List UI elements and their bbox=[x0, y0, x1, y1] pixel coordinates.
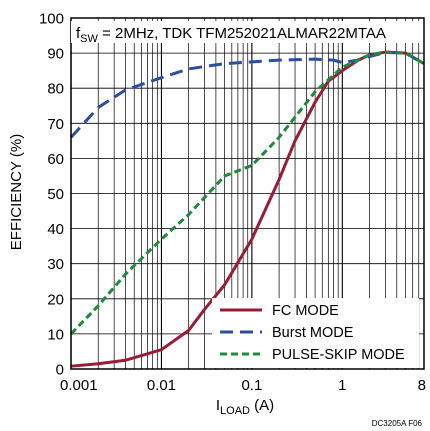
x-axis-label: ILOAD (A) bbox=[216, 397, 274, 417]
y-tick-label: 100 bbox=[39, 11, 64, 28]
title-background bbox=[71, 21, 420, 43]
plot-frame bbox=[70, 17, 425, 370]
legend-item-pulse-skip: PULSE-SKIP MODE bbox=[220, 347, 405, 363]
x-tick-label: 0.01 bbox=[147, 377, 176, 394]
y-tick-label: 40 bbox=[47, 221, 64, 238]
y-tick-label: 10 bbox=[47, 326, 64, 343]
x-tick-label: 0.1 bbox=[241, 377, 262, 394]
series-lines bbox=[69, 50, 425, 368]
y-tick-label: 90 bbox=[47, 46, 64, 63]
x-tick-label: 0.001 bbox=[60, 377, 98, 394]
y-tick-label: 60 bbox=[47, 151, 64, 168]
title-rest: = 2MHz, TDK TFM252021ALMAR22MTAA bbox=[98, 25, 386, 42]
title-subscript: SW bbox=[80, 33, 98, 45]
legend-item-fc: FC MODE bbox=[220, 303, 339, 319]
legend-label-burst: Burst MODE bbox=[272, 325, 354, 341]
x-tick-label: 1 bbox=[338, 377, 346, 394]
y-tick-label: 80 bbox=[47, 81, 64, 98]
y-axis-label: EFFICIENCY (%) bbox=[8, 134, 25, 250]
legend-label-fc: FC MODE bbox=[272, 303, 339, 319]
x-label-rest: (A) bbox=[250, 397, 274, 414]
figure-id: DC3205A F06 bbox=[372, 419, 423, 428]
legend: FC MODE Burst MODE PULSE-SKIP MODE bbox=[212, 298, 419, 368]
legend-label-pulse-skip: PULSE-SKIP MODE bbox=[272, 347, 405, 363]
x-tick-labels: 0.001 0.01 0.1 1 8 bbox=[60, 377, 426, 394]
y-tick-label: 70 bbox=[47, 116, 64, 133]
chart-title: fSW = 2MHz, TDK TFM252021ALMAR22MTAA bbox=[76, 25, 386, 45]
title-f: f bbox=[76, 25, 81, 42]
x-tick-label: 8 bbox=[418, 377, 426, 394]
y-tick-label: 30 bbox=[47, 256, 64, 273]
x-label-subscript: LOAD bbox=[220, 405, 250, 417]
legend-item-burst: Burst MODE bbox=[220, 325, 354, 341]
series-line-pulse-skip-mode bbox=[69, 50, 425, 335]
x-label-i: I bbox=[216, 397, 220, 414]
y-tick-label: 0 bbox=[56, 362, 64, 379]
y-tick-labels: 0 10 20 30 40 50 60 70 80 90 100 bbox=[39, 11, 64, 379]
y-tick-label: 20 bbox=[47, 291, 64, 308]
y-tick-label: 50 bbox=[47, 186, 64, 203]
